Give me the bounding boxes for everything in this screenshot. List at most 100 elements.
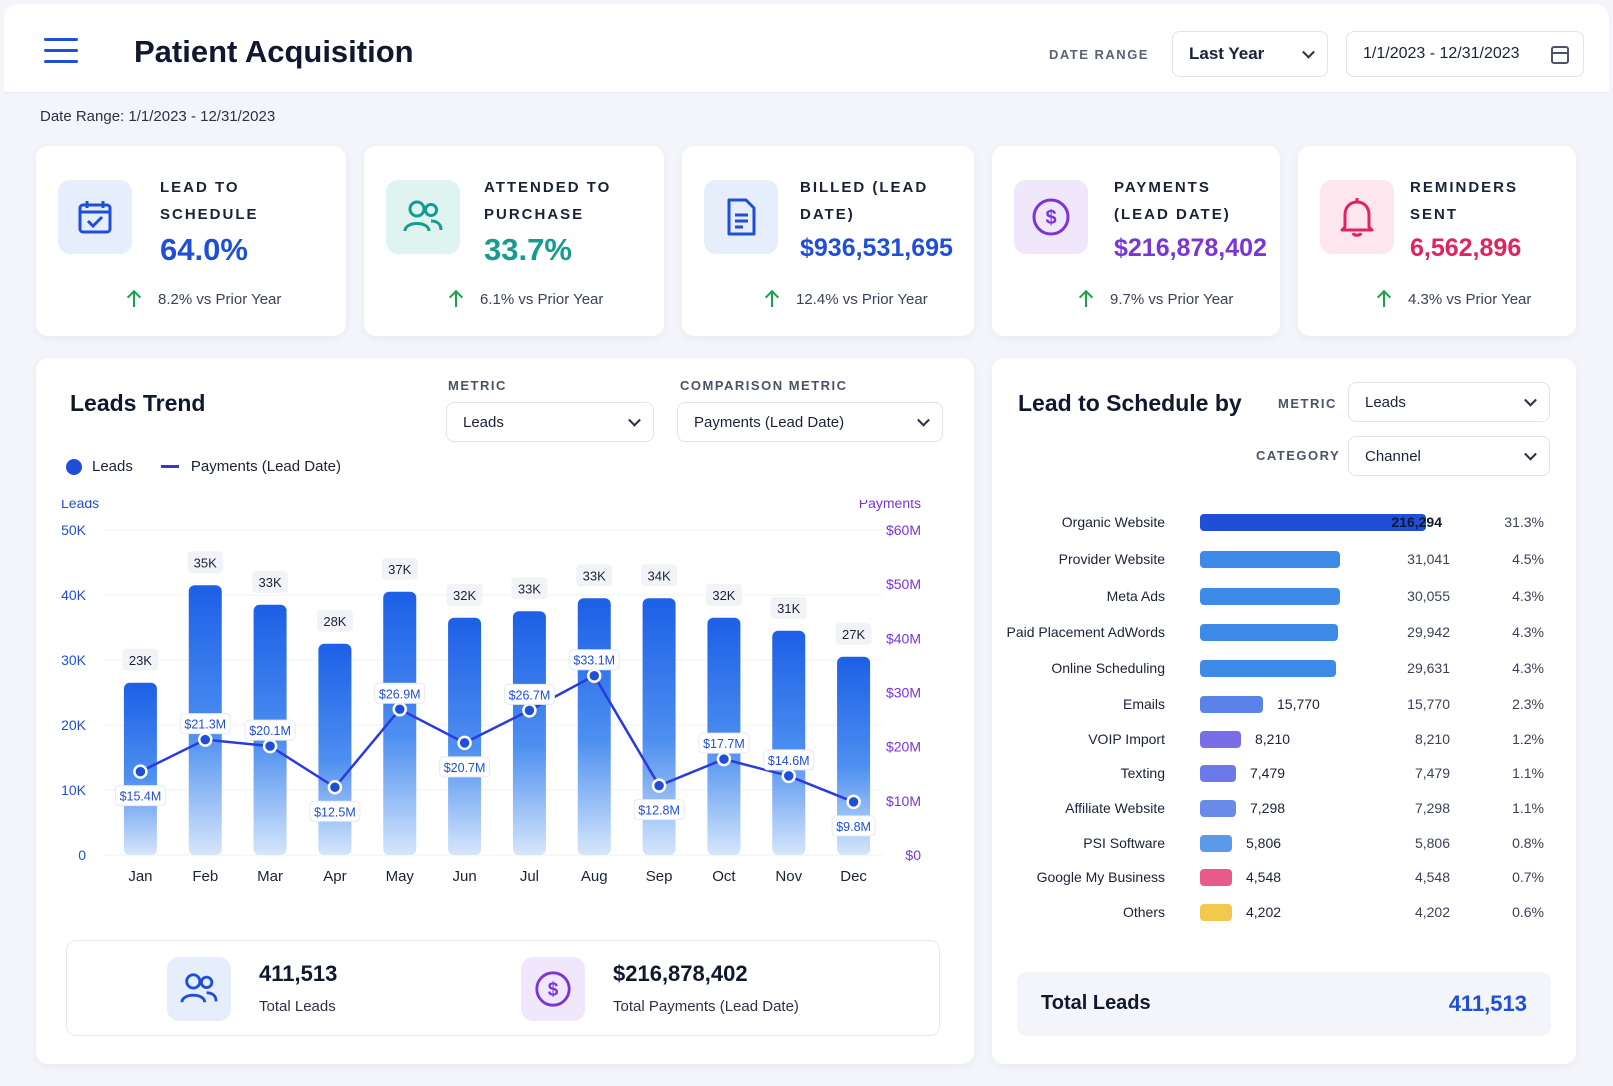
y2-tick-label: $60M [886,522,921,538]
channel-row[interactable]: Affiliate Website 7,298 7,298 1.1% [990,796,1550,820]
x-tick-label: Oct [712,868,736,885]
bar-label-bg [641,564,678,587]
arrow-up-icon [126,290,142,308]
arrow-up-icon [448,290,464,308]
x-tick-label: Jul [520,868,539,885]
channel-bar [1200,731,1241,748]
legend-payments-label: Payments (Lead Date) [190,458,341,475]
y2-tick-label: $0 [905,847,921,863]
channel-value: 8,210 [1414,731,1450,747]
tot-users-icon-wrap [167,957,231,1021]
date-range-label: DATE RANGE [1049,47,1149,62]
legend-leads-swatch [66,458,82,475]
channel-value: 30,055 [1407,588,1450,604]
kpi-card-attended-to-purchase: ATTENDED TO PURCHASE 33.7% 6.1% vs Prior… [364,146,664,336]
channel-row[interactable]: Meta Ads 30,055 4.3% [990,584,1550,608]
breakdown-metric-select[interactable]: Leads [1348,382,1550,422]
channel-row[interactable]: VOIP Import 8,210 8,210 1.2% [990,727,1550,751]
payments-label-bg [374,682,426,704]
channel-name: Organic Website [1061,514,1165,530]
x-tick-label: Jun [452,868,476,885]
payments-line [139,674,855,804]
kpi-icon-wrap [704,180,778,254]
channel-bar-label: 8,210 [1255,731,1291,747]
payments-label-bg [244,719,296,741]
leads-trend-title: Leads Trend [70,390,206,416]
channel-bar [1200,800,1236,817]
channel-row[interactable]: Others 4,202 4,202 0.6% [990,900,1550,924]
kpi-delta-text: 8.2% vs Prior Year [158,290,282,308]
comparison-metric-select-value: Payments (Lead Date) [694,413,845,431]
channel-percent: 0.7% [1512,869,1544,885]
channel-bar [1200,514,1426,531]
channel-bar [1200,696,1263,713]
users-icon [180,973,218,1003]
channel-percent: 4.3% [1512,660,1544,676]
channel-bar [1200,588,1340,605]
bar-value-label: 31K [777,601,800,616]
payments-label-bg [179,713,231,735]
payments-label-bg [831,815,876,837]
breakdown-total-box: Total Leads 411,513 [1017,972,1551,1036]
bar-label-bg [316,609,353,632]
kpi-icon-wrap: $ [1014,180,1088,254]
bar-value-label: 32K [453,588,476,603]
payments-label-bg [439,756,491,778]
metric-select[interactable]: Leads [446,402,654,442]
comparison-metric-select[interactable]: Payments (Lead Date) [677,402,943,442]
payments-value-label: $12.8M [638,804,680,818]
channel-row[interactable]: Texting 7,479 7,479 1.1% [990,761,1550,785]
channel-row[interactable]: Provider Website 31,041 4.5% [990,547,1550,571]
payments-point [587,668,602,683]
channel-name: Online Scheduling [1051,660,1165,676]
payments-label-bg [503,683,555,705]
bell-icon [1340,198,1374,237]
x-tick-label: Nov [775,868,802,885]
dollar-icon: $ [1032,198,1070,236]
top-header: Patient Acquisition DATE RANGE Last Year… [4,4,1609,92]
payments-point [262,738,278,754]
arrow-up-icon [1376,290,1392,308]
y-axis-title: Leads [61,500,99,511]
menu-icon[interactable] [44,38,80,66]
calendar-check-icon [78,201,112,234]
metric-select-value: Leads [463,413,504,431]
legend-leads-label: Leads [92,458,133,475]
kpi-card-reminders: REMINDERS SENT 6,562,896 4.3% vs Prior Y… [1298,146,1576,336]
y2-tick-label: $30M [886,685,921,701]
chevron-down-icon [917,413,930,427]
x-tick-label: Sep [646,868,673,885]
channel-row[interactable]: Emails 15,770 15,770 2.3% [990,692,1550,716]
date-picker[interactable]: 1/1/2023 - 12/31/2023 [1346,31,1584,77]
bar-value-label: 33K [518,581,541,596]
date-range-select[interactable]: Last Year [1172,31,1328,77]
breakdown-total-label: Total Leads [1041,992,1151,1014]
bar-value-label: 32K [712,588,735,603]
channel-bar-label: 4,548 [1246,869,1282,885]
kpi-delta-text: 12.4% vs Prior Year [796,290,928,308]
svg-text:$: $ [1045,207,1056,229]
channel-row[interactable]: Google My Business 4,548 4,548 0.7% [990,865,1550,889]
channel-bar-label: 4,202 [1246,904,1282,920]
bar-label-bg [705,583,742,606]
total-leads-value: 411,513 [259,961,338,986]
payments-value-label: $26.7M [509,688,551,702]
channel-value: 29,942 [1407,624,1450,640]
breakdown-total-value: 411,513 [1448,991,1527,1016]
bar-aug [577,598,611,855]
bar-label-bg [770,596,807,619]
breakdown-metric-label: METRIC [1278,396,1337,411]
category-select[interactable]: Channel [1348,436,1550,476]
payments-label-bg [698,732,750,754]
channel-row[interactable]: Organic Website 216,294 31.3% [990,510,1550,534]
chevron-down-icon [628,413,641,427]
page-title: Patient Acquisition [134,34,414,69]
channel-value: 29,631 [1407,660,1450,676]
payments-point [327,780,343,795]
channel-row[interactable]: Online Scheduling 29,631 4.3% [990,656,1550,680]
bar-label-bg [511,577,548,600]
channel-row[interactable]: Paid Placement AdWords 29,942 4.3% [990,620,1550,644]
y2-tick-label: $20M [886,739,921,755]
channel-row[interactable]: PSI Software 5,806 5,806 0.8% [990,831,1550,855]
channel-percent: 1.2% [1512,731,1544,747]
